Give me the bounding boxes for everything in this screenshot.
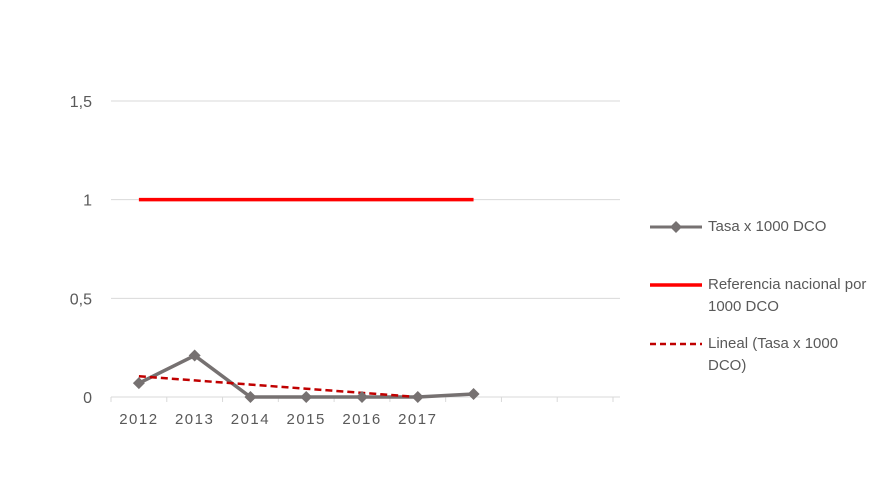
- y-tick-label: 1,5: [70, 94, 92, 111]
- data-point-tasa: [300, 391, 313, 403]
- y-tick-label: 0,5: [70, 291, 92, 308]
- y-tick-label: 1: [83, 193, 92, 210]
- x-tick-label: 2016: [342, 411, 381, 428]
- x-tick-label: 2012: [119, 411, 158, 428]
- x-tick-label: 2013: [175, 411, 214, 428]
- legend-item-lineal: Lineal (Tasa x 1000 DCO): [648, 333, 868, 377]
- x-tick-label: 2014: [231, 411, 270, 428]
- x-tick-label: 2015: [287, 411, 326, 428]
- data-point-tasa: [356, 391, 368, 403]
- legend-label-tasa: Tasa x 1000 DCO: [708, 218, 827, 235]
- y-tick-label: 0: [83, 390, 92, 407]
- legend-item-tasa: Tasa x 1000 DCO: [648, 216, 868, 238]
- legend-label-referencia: Referencia nacional por 1000 DCO: [708, 276, 867, 315]
- legend-label-lineal: Lineal (Tasa x 1000 DCO): [708, 335, 839, 374]
- legend-swatch-referencia: [648, 274, 704, 296]
- legend-swatch-tasa: [648, 216, 704, 238]
- legend-swatch-lineal: [648, 333, 704, 355]
- legend-item-referencia: Referencia nacional por 1000 DCO: [648, 274, 868, 318]
- data-point-tasa: [411, 391, 424, 403]
- x-tick-label: 2017: [398, 411, 437, 428]
- data-point-tasa: [244, 391, 257, 403]
- data-point-tasa: [132, 377, 145, 390]
- series-lineal-trendline: [138, 375, 418, 399]
- data-point-tasa: [467, 388, 480, 401]
- series-tasa-line: [138, 353, 474, 399]
- data-point-tasa: [188, 349, 201, 362]
